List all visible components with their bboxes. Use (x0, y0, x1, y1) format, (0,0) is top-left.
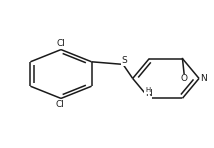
Text: Cl: Cl (55, 100, 64, 109)
Text: O: O (181, 74, 188, 83)
Text: Cl: Cl (56, 39, 65, 48)
Text: H: H (146, 87, 151, 93)
Text: N: N (145, 89, 152, 98)
Text: N: N (200, 74, 207, 83)
Text: S: S (121, 56, 127, 65)
